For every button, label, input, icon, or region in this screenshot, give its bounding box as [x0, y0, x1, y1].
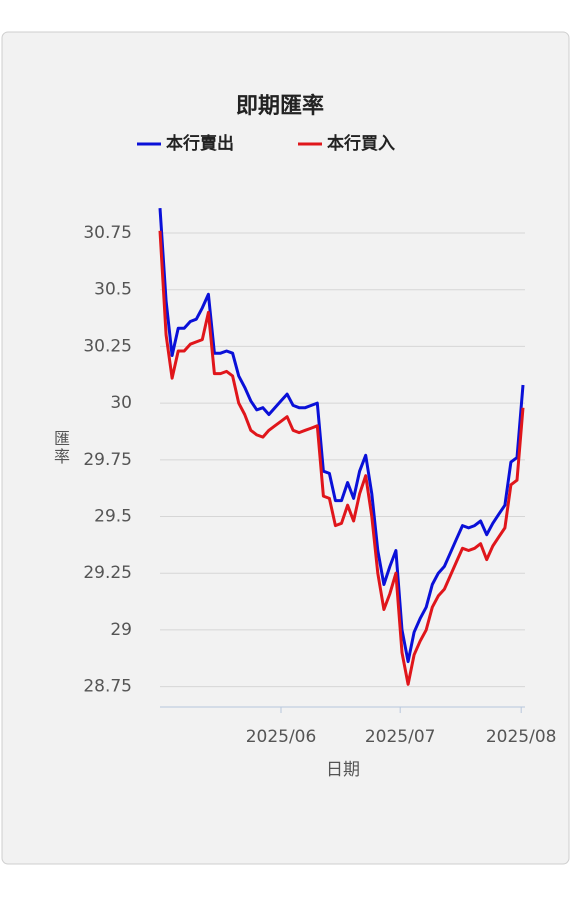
y-tick-label: 30.5: [94, 280, 132, 300]
y-tick-label: 30.25: [83, 336, 132, 356]
y-axis-label: 匯率: [54, 429, 70, 466]
x-tick-label: 2025/08: [486, 727, 557, 747]
x-tick-label: 2025/07: [365, 727, 436, 747]
y-tick-label: 29: [110, 620, 132, 640]
chart-title: 即期匯率: [236, 93, 324, 119]
x-tick-label: 2025/06: [246, 727, 317, 747]
card: [1, 31, 570, 865]
y-tick-label: 28.75: [83, 677, 132, 697]
y-tick-label: 29.75: [83, 450, 132, 470]
series-line: [158, 208, 525, 664]
y-tick-label: 30.75: [83, 223, 132, 243]
y-tick-label: 29.25: [83, 563, 132, 583]
y-tick-label: 29.5: [94, 507, 132, 527]
series-line: [158, 230, 525, 686]
x-axis-label: 日期: [326, 760, 360, 780]
legend-label: 本行賣出: [166, 133, 234, 154]
y-tick-label: 30: [110, 393, 132, 413]
legend-label: 本行買入: [327, 133, 395, 154]
